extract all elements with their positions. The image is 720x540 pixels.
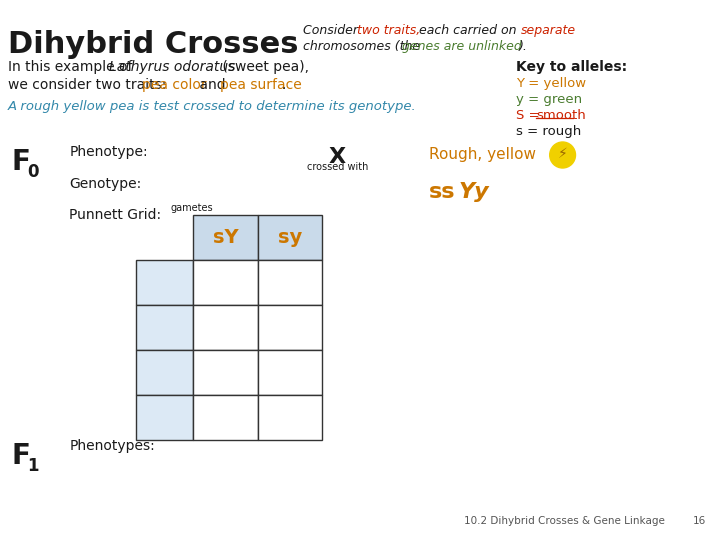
Text: F: F (12, 148, 31, 176)
Bar (194, 305, 258, 350)
Text: s = rough: s = rough (516, 125, 581, 138)
Text: A rough yellow pea is test crossed to determine its genotype.: A rough yellow pea is test crossed to de… (8, 100, 417, 113)
Text: Yy: Yy (459, 182, 489, 202)
Text: Phenotype:: Phenotype: (69, 145, 148, 159)
Text: F: F (12, 442, 31, 470)
Text: Dihybrid Crosses: Dihybrid Crosses (8, 30, 298, 59)
Text: 0: 0 (27, 163, 38, 181)
Text: In this example of: In this example of (8, 60, 137, 74)
Text: Y = yellow: Y = yellow (516, 77, 586, 90)
Text: genes are unlinked: genes are unlinked (402, 40, 521, 53)
Text: separate: separate (521, 24, 576, 37)
Text: Consider: Consider (302, 24, 361, 37)
Text: we consider two traits:: we consider two traits: (8, 78, 171, 92)
Text: sY: sY (213, 228, 238, 247)
Text: chromosomes (the: chromosomes (the (302, 40, 424, 53)
Text: sy: sy (278, 228, 302, 247)
Text: pea color: pea color (142, 78, 207, 92)
Text: S =: S = (516, 109, 544, 122)
Text: Phenotypes:: Phenotypes: (69, 439, 156, 453)
Text: ⚡: ⚡ (558, 147, 567, 161)
Text: each carried on: each carried on (415, 24, 521, 37)
Bar (194, 215, 258, 260)
Bar (258, 350, 323, 395)
Bar (136, 350, 194, 395)
Text: and: and (195, 78, 230, 92)
Text: Genotype:: Genotype: (69, 177, 142, 191)
Text: Lathyrus odoratus: Lathyrus odoratus (109, 60, 235, 74)
Bar (194, 350, 258, 395)
Text: X: X (329, 147, 346, 167)
Text: Rough, yellow: Rough, yellow (428, 147, 536, 162)
Bar (258, 215, 323, 260)
Text: ss: ss (428, 182, 455, 202)
Text: y = green: y = green (516, 93, 582, 106)
Text: smooth: smooth (536, 109, 585, 122)
Bar (194, 260, 258, 305)
Circle shape (549, 142, 575, 168)
Text: (sweet pea),: (sweet pea), (218, 60, 310, 74)
Bar (258, 395, 323, 440)
Text: 10.2 Dihybrid Crosses & Gene Linkage: 10.2 Dihybrid Crosses & Gene Linkage (464, 516, 665, 526)
Bar (136, 305, 194, 350)
Text: pea surface: pea surface (220, 78, 302, 92)
Bar (136, 395, 194, 440)
Text: crossed with: crossed with (307, 162, 368, 172)
Text: ).: ). (519, 40, 528, 53)
Text: gametes: gametes (170, 203, 213, 213)
Text: 16: 16 (693, 516, 706, 526)
Bar (258, 260, 323, 305)
Text: Punnett Grid:: Punnett Grid: (69, 208, 161, 222)
Text: .: . (282, 78, 286, 92)
Bar (194, 395, 258, 440)
Text: Key to alleles:: Key to alleles: (516, 60, 627, 74)
Text: 1: 1 (27, 457, 38, 475)
Bar (258, 305, 323, 350)
Bar (136, 260, 194, 305)
Text: two traits,: two traits, (357, 24, 420, 37)
